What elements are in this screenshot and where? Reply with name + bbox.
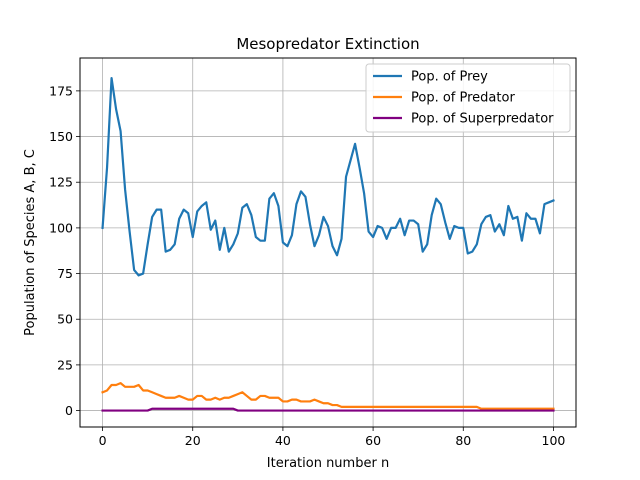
y-tick-label: 50 xyxy=(57,312,73,327)
axis-ticks: 0 20 40 60 80 100 0 25 50 75 100 125 150 175 xyxy=(49,83,565,448)
y-tick-label: 75 xyxy=(57,266,73,281)
y-tick-label: 150 xyxy=(49,129,73,144)
x-tick-label: 40 xyxy=(275,433,291,448)
x-tick-label: 100 xyxy=(542,433,566,448)
legend-entry-label: Pop. of Predator xyxy=(411,91,515,106)
y-tick-label: 175 xyxy=(49,83,73,98)
x-axis-label: Iteration number n xyxy=(267,456,389,471)
y-tick-label: 100 xyxy=(49,220,73,235)
x-tick-label: 60 xyxy=(365,433,381,448)
x-tick-label: 0 xyxy=(99,433,107,448)
series-lines xyxy=(101,76,555,412)
legend-entry-label: Pop. of Superpredator xyxy=(411,112,554,127)
series-line-1 xyxy=(101,382,555,410)
series-line-2 xyxy=(101,407,555,412)
y-tick-label: 125 xyxy=(49,175,73,190)
x-tick-label: 80 xyxy=(455,433,471,448)
legend-entry-label: Pop. of Prey xyxy=(411,70,488,85)
chart-title: Mesopredator Extinction xyxy=(236,35,419,53)
plot-frame xyxy=(79,57,577,428)
x-tick-label: 20 xyxy=(185,433,201,448)
y-tick-label: 25 xyxy=(57,357,73,372)
legend-box xyxy=(365,63,571,133)
y-tick-label: 0 xyxy=(65,403,73,418)
y-axis-label: Population of Species A, B, C xyxy=(23,149,38,336)
legend: Pop. of Prey Pop. of Predator Pop. of Supe… xyxy=(365,63,571,133)
series-line-0 xyxy=(101,76,555,277)
